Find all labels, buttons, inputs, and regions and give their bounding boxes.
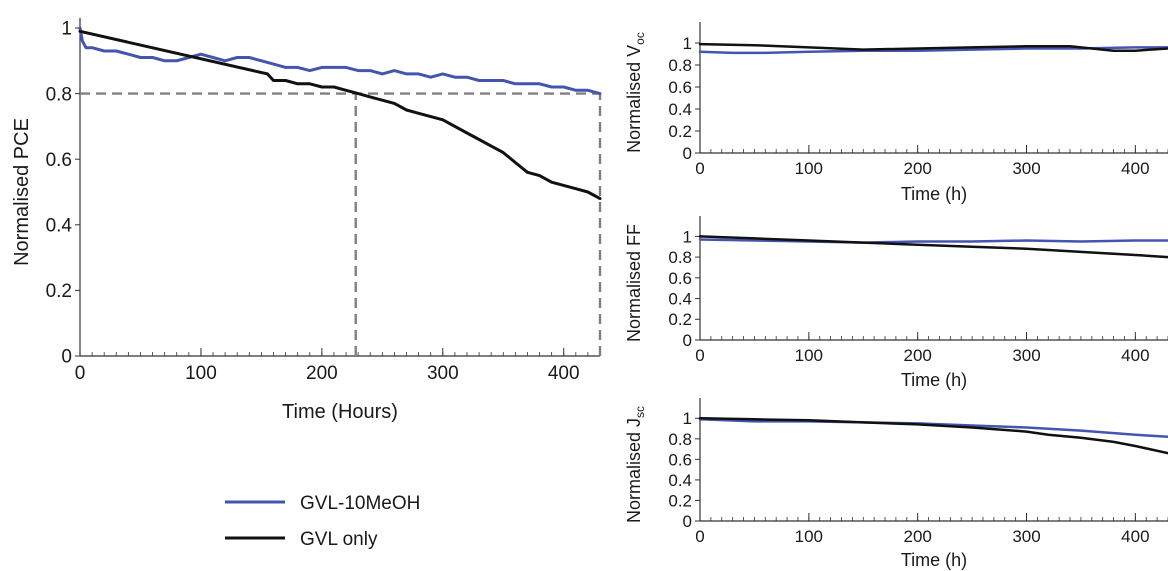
voc-x-tick-label: 0 [695, 159, 704, 178]
voc-y-tick-label: 0 [683, 144, 692, 163]
ff-series-gvl-10meoh [698, 238, 1168, 244]
ff-y-tick-label: 1 [683, 227, 692, 246]
pce-y-tick-label: 1 [61, 19, 72, 40]
jsc-x-tick-label: 400 [1121, 527, 1149, 546]
jsc-series-gvl-only [698, 417, 1168, 455]
jsc-x-tick-label: 0 [695, 527, 704, 546]
jsc-y-tick-label: 0.4 [668, 471, 692, 490]
jsc-y-tick-label: 0.8 [668, 430, 692, 449]
voc-x-axis-label: Time (h) [901, 184, 967, 204]
legend: GVL-10MeOH GVL only [225, 493, 420, 550]
pce-series-gvl-10meoh [78, 26, 602, 96]
ff-x-axis-label: Time (h) [901, 370, 967, 390]
voc-x-tick-label: 100 [795, 159, 823, 178]
pce-x-axis-label: Time (Hours) [282, 401, 398, 423]
pce-y-tick-label: 0.4 [46, 215, 73, 236]
ff-y-axis-label: Normalised FF [624, 224, 644, 342]
ff-y-tick-label: 0.8 [668, 248, 692, 267]
pce-y-axis-label: Normalised PCE [11, 118, 33, 266]
legend-label-gvl-only: GVL only [300, 529, 378, 550]
pce-y-tick-label: 0.2 [46, 281, 72, 302]
pce-y-tick-label: 0 [61, 347, 72, 368]
ff-y-tick-label: 0.2 [668, 310, 692, 329]
ff-x-tick-label: 400 [1121, 346, 1149, 365]
jsc-y-tick-label: 0 [683, 512, 692, 531]
voc-x-tick-label: 200 [903, 159, 931, 178]
voc-x-tick-label: 300 [1012, 159, 1040, 178]
pce-series-gvl-only [78, 29, 602, 201]
jsc-y-tick-label: 1 [683, 409, 692, 428]
voc-y-tick-label: 0.4 [668, 100, 692, 119]
ff-y-tick-label: 0.4 [668, 289, 692, 308]
pce-y-tick-label: 0.6 [46, 150, 72, 171]
ff-x-tick-label: 200 [903, 346, 931, 365]
jsc-series-gvl-10meoh [698, 418, 1168, 439]
pce-x-tick-label: 200 [306, 363, 338, 384]
ff-y-tick-label: 0 [683, 331, 692, 350]
jsc-x-tick-label: 200 [903, 527, 931, 546]
jsc-x-tick-label: 300 [1012, 527, 1040, 546]
voc-y-tick-label: 0.2 [668, 122, 692, 141]
pce-chart: 0 100 200 300 400 0 0.2 0.4 0.6 0.8 1 Time (Hours) N… [11, 18, 602, 423]
ff-x-tick-label: 300 [1012, 346, 1040, 365]
voc-x-tick-label: 400 [1121, 159, 1149, 178]
jsc-y-axis-label: Normalised Jsc [624, 406, 647, 523]
voc-series-gvl-only [698, 42, 1168, 52]
ff-series-gvl-only [698, 235, 1168, 259]
ff-x-tick-label: 0 [695, 346, 704, 365]
jsc-y-tick-label: 0.6 [668, 450, 692, 469]
ff-x-tick-label: 100 [795, 346, 823, 365]
jsc-x-tick-label: 100 [795, 527, 823, 546]
pce-x-tick-label: 400 [548, 363, 580, 384]
voc-y-axis-label: Normalised Voc [624, 32, 647, 153]
voc-y-tick-label: 0.6 [668, 78, 692, 97]
voc-y-tick-label: 0.8 [668, 56, 692, 75]
jsc-y-tick-label: 0.2 [668, 491, 692, 510]
voc-y-tick-label: 1 [683, 34, 692, 53]
legend-label-gvl-10meoh: GVL-10MeOH [300, 493, 420, 514]
pce-x-tick-label: 0 [75, 363, 86, 384]
ff-y-tick-label: 0.6 [668, 269, 692, 288]
pce-x-tick-label: 100 [185, 363, 217, 384]
jsc-x-axis-label: Time (h) [901, 550, 967, 570]
pce-x-tick-label: 300 [427, 363, 459, 384]
pce-y-tick-label: 0.8 [46, 84, 72, 105]
